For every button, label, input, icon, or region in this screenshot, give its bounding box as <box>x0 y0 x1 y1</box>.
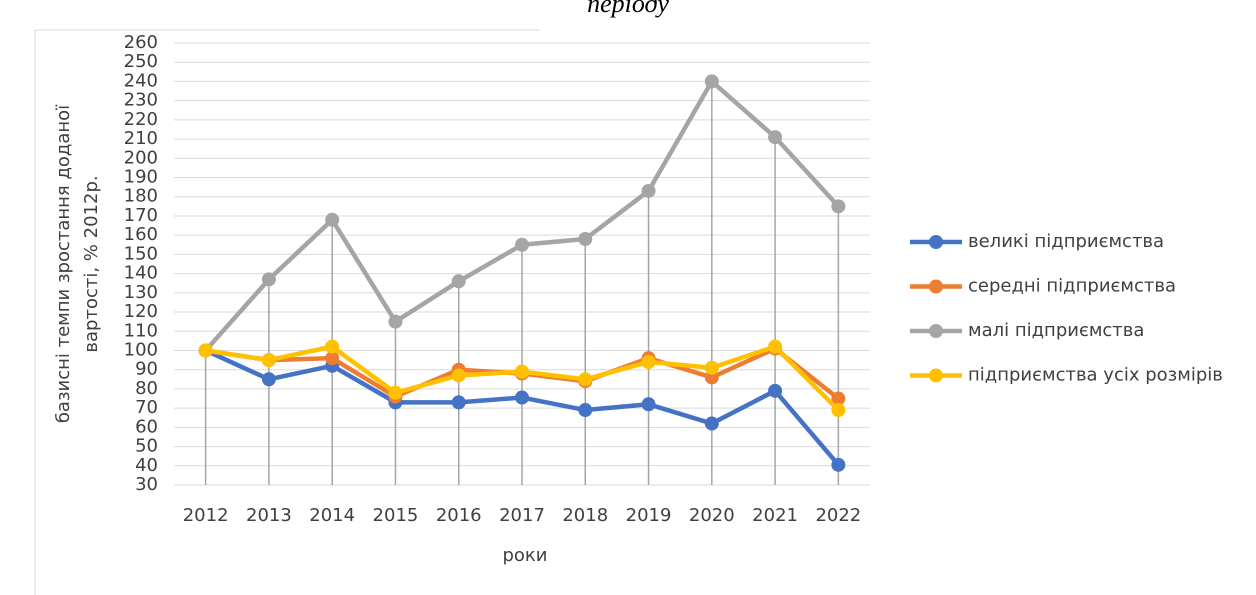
data-point <box>515 390 529 405</box>
legend-marker <box>929 279 943 294</box>
data-point <box>325 212 340 227</box>
data-point <box>451 395 466 410</box>
data-point <box>325 339 340 354</box>
data-point <box>451 368 466 383</box>
data-point <box>641 397 656 412</box>
chart-title: періоду <box>587 0 669 18</box>
legend-label: великі підприємства <box>968 231 1164 252</box>
y-tick-label: 90 <box>135 359 158 380</box>
y-tick-label: 110 <box>124 320 158 341</box>
x-tick-label: 2012 <box>183 505 229 526</box>
legend-label: малі підприємства <box>968 320 1144 341</box>
data-point <box>704 74 719 89</box>
data-point <box>515 237 529 252</box>
data-point <box>451 274 466 289</box>
data-point <box>641 355 656 370</box>
x-tick-label: 2021 <box>752 505 798 526</box>
y-tick-label: 130 <box>124 282 158 303</box>
y-axis-label-line: базисні темпи зростання доданої <box>53 104 74 423</box>
data-point <box>261 372 276 387</box>
x-tick-label: 2018 <box>562 505 608 526</box>
y-tick-label: 80 <box>135 378 158 399</box>
y-tick-label: 260 <box>124 32 158 53</box>
y-tick-label: 220 <box>124 109 158 130</box>
data-point <box>261 353 276 368</box>
data-point <box>388 385 403 400</box>
legend-marker <box>929 368 943 383</box>
series <box>198 339 846 418</box>
y-tick-label: 140 <box>124 263 158 284</box>
data-point <box>261 272 276 287</box>
y-tick-label: 120 <box>124 301 158 322</box>
y-tick-label: 230 <box>124 90 158 111</box>
y-tick-label: 180 <box>124 186 158 207</box>
data-point <box>831 457 846 472</box>
data-point <box>768 383 783 398</box>
data-point <box>578 403 593 418</box>
data-point <box>831 199 846 214</box>
x-tick-label: 2013 <box>246 505 292 526</box>
data-point <box>831 403 846 418</box>
x-tick-label: 2016 <box>436 505 482 526</box>
y-tick-label: 100 <box>124 339 158 360</box>
data-point <box>578 232 593 247</box>
data-point <box>831 391 846 406</box>
data-point <box>768 339 783 354</box>
data-point <box>704 360 719 375</box>
legend-marker <box>929 324 943 338</box>
data-point <box>704 370 719 385</box>
data-point <box>768 130 783 145</box>
y-tick-label: 50 <box>135 436 158 457</box>
series <box>198 74 846 358</box>
y-tick-label: 170 <box>124 205 158 226</box>
y-tick-label: 200 <box>124 147 158 168</box>
x-tick-label: 2014 <box>309 505 355 526</box>
y-tick-label: 160 <box>124 224 158 245</box>
x-tick-label: 2017 <box>499 505 545 526</box>
x-tick-label: 2019 <box>626 505 672 526</box>
x-tick-label: 2020 <box>689 505 735 526</box>
data-point <box>515 364 529 379</box>
y-tick-label: 70 <box>135 397 158 418</box>
y-axis-label: базисні темпи зростання доданої вартості… <box>53 104 102 423</box>
y-tick-label: 210 <box>124 128 158 149</box>
data-point <box>198 343 213 358</box>
y-tick-label: 40 <box>135 455 158 476</box>
data-point <box>325 351 340 366</box>
data-point <box>704 416 719 431</box>
x-tick-label: 2022 <box>815 505 861 526</box>
x-tick-label: 2015 <box>373 505 419 526</box>
legend-marker <box>929 235 943 249</box>
y-tick-label: 60 <box>135 416 158 437</box>
y-tick-label: 150 <box>124 243 158 264</box>
data-point <box>388 314 403 329</box>
x-axis-label: роки <box>502 545 547 566</box>
legend-label: середні підприємства <box>968 276 1176 297</box>
data-point <box>641 183 656 198</box>
y-tick-label: 190 <box>124 167 158 188</box>
y-tick-label: 30 <box>135 474 158 495</box>
legend-label: підприємства усіх розмірів <box>968 365 1223 386</box>
y-tick-label: 240 <box>124 70 158 91</box>
data-point <box>578 372 593 387</box>
y-axis-label-line: вартості, % 2012р. <box>81 175 102 352</box>
y-tick-label: 250 <box>124 51 158 72</box>
